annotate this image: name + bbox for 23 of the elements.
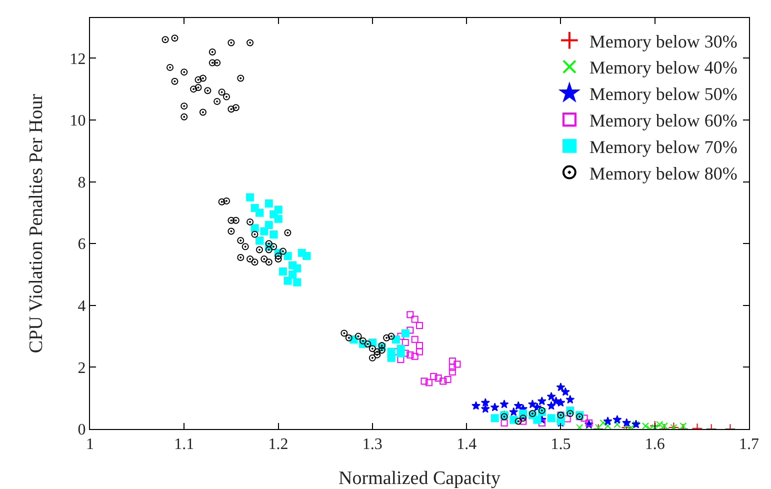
y-tick-label: 6 [78,236,86,254]
y-tick-label: 0 [78,422,86,439]
y-tick-label: 10 [70,112,86,130]
x-tick-label: 1.2 [268,436,288,454]
legend-label: Memory below 50% [589,84,738,104]
y-tick-label: 12 [70,50,86,68]
x-tick-label: 1.4 [456,436,477,454]
x-tick-label: 1 [86,436,94,454]
y-tick-label: 8 [78,174,86,192]
y-axis-title: CPU Violation Penalties Per Hour [26,93,47,354]
x-tick-label: 1.6 [644,436,665,454]
legend-label: Memory below 40% [589,58,738,78]
legend-label: Memory below 70% [589,136,738,157]
x-tick-label: 1.7 [739,436,759,454]
legend-label: Memory below 60% [589,110,738,131]
y-tick-label: 4 [78,298,86,315]
x-tick-label: 1.5 [550,436,571,454]
y-tick-label: 2 [78,360,86,377]
legend-label: Memory below 30% [589,31,738,52]
x-axis-title: Normalized Capacity [338,468,501,489]
x-tick-label: 1.1 [174,436,194,454]
x-tick-label: 1.3 [362,436,382,454]
legend-label: Memory below 80% [589,163,738,184]
